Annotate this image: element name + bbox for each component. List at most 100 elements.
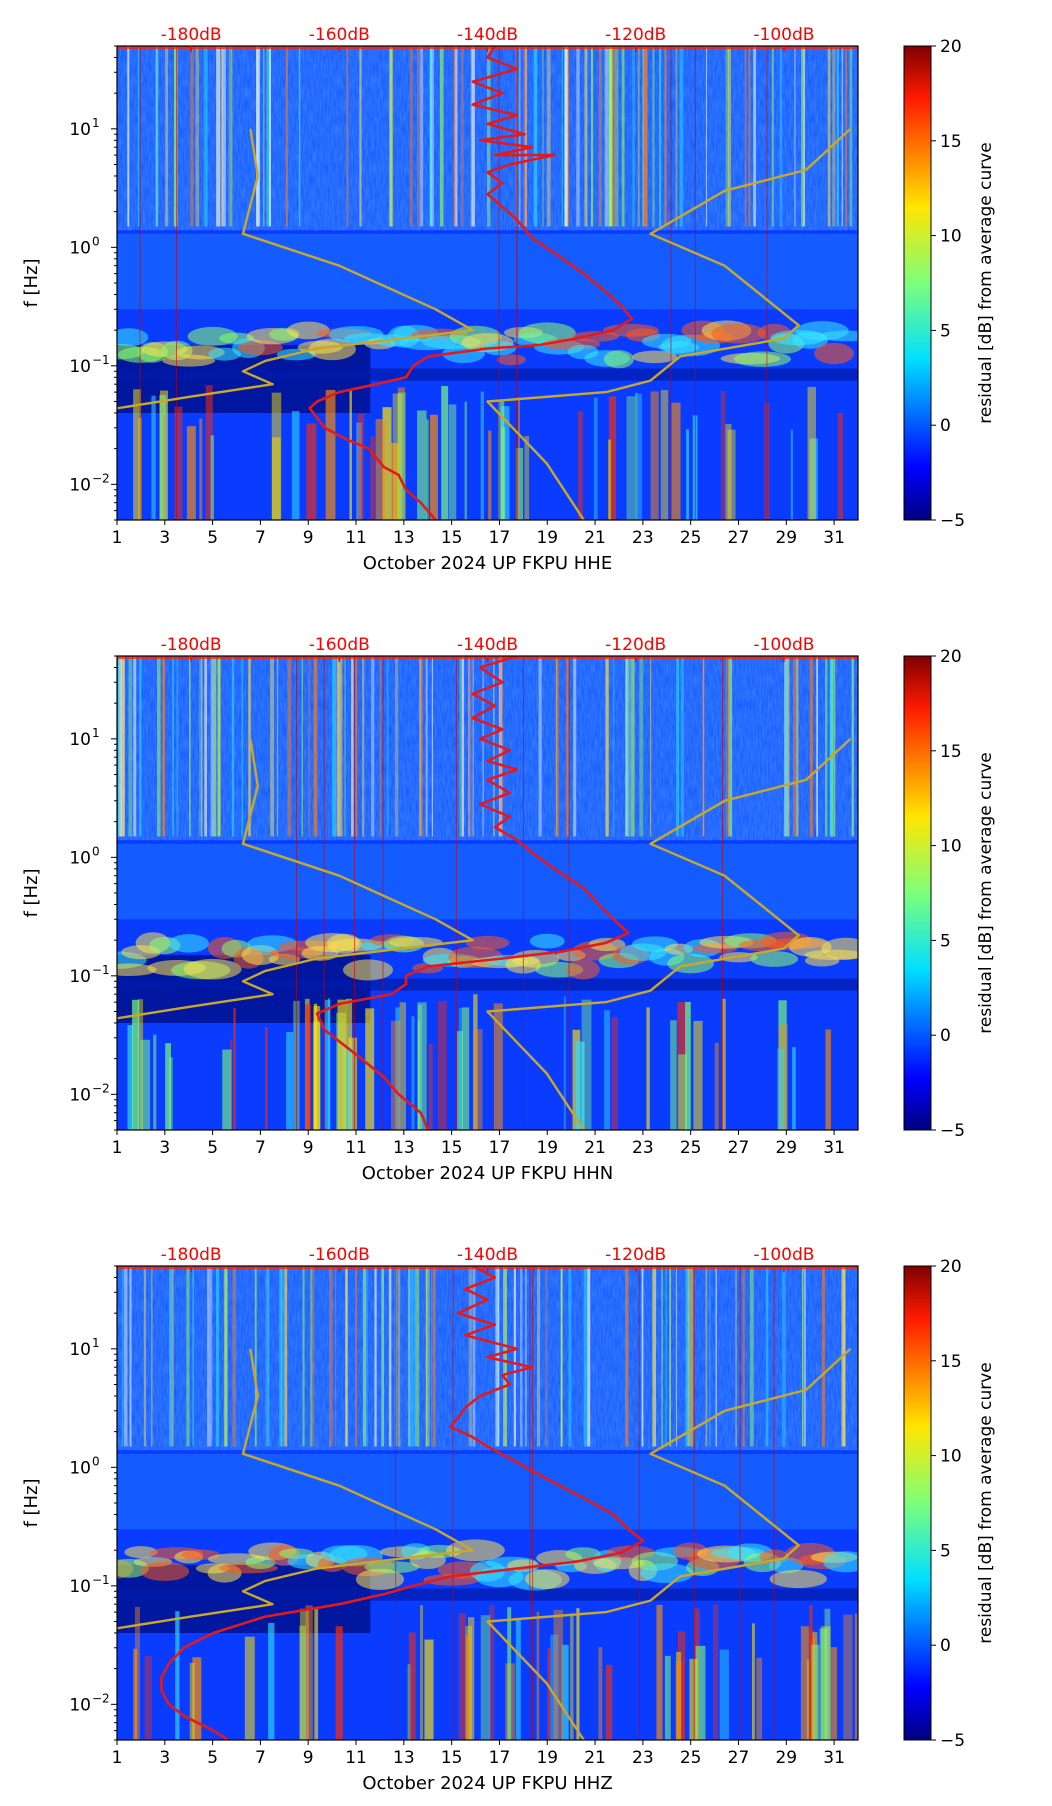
x-tick-label: 19 xyxy=(536,1138,558,1158)
heatmap-streak-lf xyxy=(397,392,406,520)
colorbar-gradient xyxy=(903,1265,932,1741)
heatmap-mid-band xyxy=(117,843,858,920)
heatmap-streak-hf xyxy=(468,1266,473,1447)
heatmap-streak-lf xyxy=(725,424,732,520)
heatmap-streak-lf xyxy=(159,395,167,520)
heatmap-streak-hf xyxy=(753,46,757,227)
heatmap-streak-lf xyxy=(507,1607,512,1740)
spectrogram-heatmap xyxy=(117,46,858,520)
psd-curves xyxy=(117,46,852,520)
heatmap-streak-lf xyxy=(268,1622,275,1740)
heatmap-streak-lf xyxy=(646,1007,650,1130)
heatmap-streak-hf xyxy=(702,656,704,837)
heatmap-streak-hf xyxy=(381,1266,385,1447)
heatmap-streak-hf xyxy=(829,656,834,837)
heatmap-streak-hf xyxy=(546,46,551,227)
heatmap-streak-lf xyxy=(133,389,142,520)
y-tick-label: 10 xyxy=(69,1695,91,1715)
heatmap-streak-lf xyxy=(370,436,375,520)
heatmap-streak-hf xyxy=(796,656,799,837)
heatmap-streak-hf xyxy=(366,1266,368,1447)
heatmap-speckle xyxy=(117,656,858,841)
heatmap-blob xyxy=(183,958,242,980)
heatmap-streak-hf xyxy=(792,656,797,837)
heatmap-streak-hf xyxy=(845,46,848,227)
heatmap-streak-lf xyxy=(605,1664,613,1740)
heatmap-blob xyxy=(821,937,858,960)
heatmap-streak-hf xyxy=(165,46,169,227)
heatmap-streak-hf xyxy=(454,46,458,227)
heatmap-blob xyxy=(465,935,510,950)
heatmap-streak-hf xyxy=(643,46,648,227)
x-tick-label: 21 xyxy=(584,1138,606,1158)
heatmap-streak-lf xyxy=(593,397,598,520)
heatmap-streak-hf xyxy=(685,1266,689,1447)
heatmap-streak-lf xyxy=(809,438,818,520)
y-tick-label: 10 xyxy=(69,120,91,140)
heatmap-streak-lf xyxy=(635,392,638,520)
heatmap-streak-lf xyxy=(677,1631,686,1740)
heatmap-streak-hf xyxy=(220,46,224,227)
heatmap-streak-lf xyxy=(382,407,392,520)
heatmap-streak-hf xyxy=(120,656,125,837)
heatmap-streak-hf xyxy=(461,656,465,837)
heatmap-streak-lf xyxy=(144,1656,152,1740)
heatmap-streak-hf xyxy=(567,46,570,227)
heatmap-streak-hf xyxy=(591,46,593,227)
heatmap-streak-lf xyxy=(721,998,726,1130)
heatmap-streak-lf xyxy=(420,1605,424,1740)
heatmap-streak-lf xyxy=(811,1644,820,1740)
x-tick-label: 17 xyxy=(489,1748,511,1768)
x-tick-label: 3 xyxy=(159,1748,170,1768)
heatmap-streak-hf xyxy=(176,656,179,837)
heatmap-blob xyxy=(168,934,210,953)
heatmap-streak-hf xyxy=(209,1266,213,1447)
heatmap-streak-hf xyxy=(641,1266,644,1447)
heatmap-streak-hf xyxy=(836,46,839,227)
heatmap-streak-lf xyxy=(686,429,689,520)
heatmap-streak-lf xyxy=(271,392,282,520)
heatmap-streak-hf xyxy=(625,1266,629,1447)
heatmap-streak-lf xyxy=(271,437,281,520)
y-tick-exponent: −1 xyxy=(92,353,110,367)
heatmap-streak-hf xyxy=(492,656,495,837)
heatmap-streak-hf xyxy=(525,46,527,227)
heatmap-streak-lf xyxy=(417,410,427,520)
heatmap-streak-hf xyxy=(536,1266,541,1447)
colorbar-tick-label: 15 xyxy=(940,1352,962,1372)
heatmap-blob xyxy=(524,1569,570,1590)
heatmap-streak-lf xyxy=(570,1613,574,1740)
x-tick-label: 1 xyxy=(112,1138,123,1158)
heatmap-streak-hf xyxy=(397,1266,401,1447)
heatmap-streak-lf xyxy=(430,414,438,520)
x-tick-label: 21 xyxy=(584,528,606,548)
x-tick-label: 5 xyxy=(207,528,218,548)
heatmap-blob xyxy=(814,342,854,365)
heatmap-streak-lf xyxy=(349,391,352,520)
x-tick-label: 27 xyxy=(728,528,750,548)
heatmap-streak-hf xyxy=(587,1266,591,1447)
heatmap-streak-lf xyxy=(480,391,484,520)
x-tick-label: 7 xyxy=(255,1138,266,1158)
x-tick-label: 19 xyxy=(536,1748,558,1768)
heatmap-dark-strip xyxy=(117,368,858,381)
heatmap-streak-hf xyxy=(232,1266,237,1447)
x-tick-label: 31 xyxy=(823,1138,845,1158)
heatmap-streak-lf xyxy=(727,429,736,520)
heatmap-streak-hf xyxy=(332,656,337,837)
heatmap-streak-lf xyxy=(306,423,317,520)
heatmap-streak-hf xyxy=(809,656,814,837)
heatmap-streak-lf xyxy=(390,1020,401,1130)
x-tick-label: 3 xyxy=(159,1138,170,1158)
heatmap-streak-lf xyxy=(493,1003,503,1130)
heatmap-streak-lf xyxy=(348,1037,358,1130)
heatmap-streak-hf xyxy=(338,656,343,837)
heatmap-streak-lf xyxy=(425,419,429,520)
heatmap-streak-lf xyxy=(165,1043,172,1130)
colorbar-label: residual [dB] from average curve xyxy=(976,1362,996,1643)
nlnm-curve xyxy=(117,1348,474,1630)
nlnm-curve xyxy=(117,738,474,1020)
db-tick-label: -160dB xyxy=(309,635,370,655)
